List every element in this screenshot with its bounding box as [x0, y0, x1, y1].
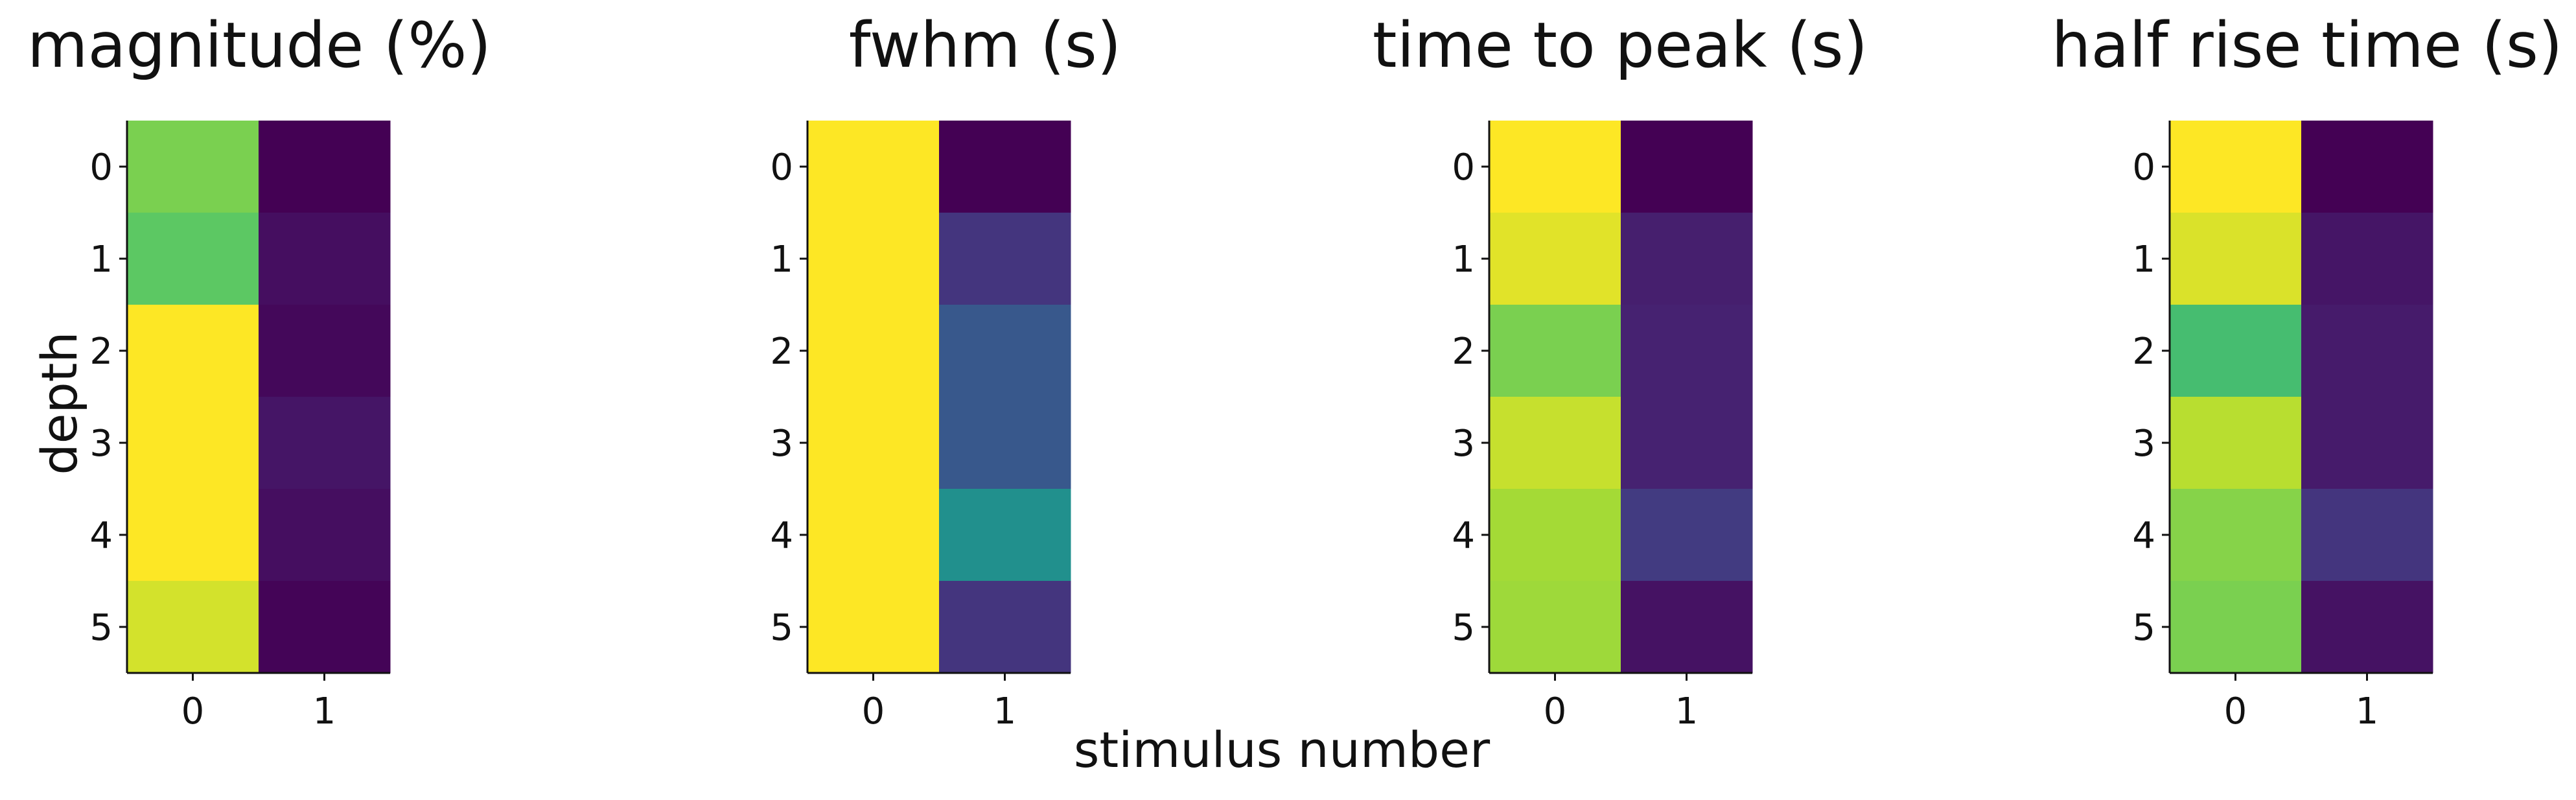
heatmap-cell: [1621, 305, 1753, 397]
heatmap-cell: [1621, 121, 1753, 213]
heatmap-cell: [2170, 489, 2302, 582]
heatmap-cell: [127, 397, 259, 489]
heatmap-cell: [807, 489, 940, 582]
y-tick-label: 2: [770, 331, 793, 373]
heatmap-cell: [1489, 213, 1621, 305]
y-tick-label: 4: [89, 515, 113, 557]
heatmap-cell: [2301, 121, 2433, 213]
y-axis-label: depth: [30, 331, 89, 475]
panel-title-magnitude: magnitude (%): [27, 9, 491, 82]
panel-title-time-to-peak: time to peak (s): [1372, 9, 1868, 82]
heatmap-cell: [1621, 213, 1753, 305]
y-tick-label: 0: [2132, 147, 2155, 189]
heatmap-cell: [127, 213, 259, 305]
x-tick-label: 0: [2224, 690, 2247, 733]
y-tick-label: 0: [1452, 147, 1475, 189]
heatmap-cell: [2170, 121, 2302, 213]
y-tick-label: 5: [2132, 607, 2155, 649]
heatmap-cell: [807, 213, 940, 305]
y-tick-label: 3: [2132, 423, 2155, 465]
y-tick-label: 5: [1452, 607, 1475, 649]
y-tick-label: 2: [2132, 331, 2155, 373]
x-axis-label: stimulus number: [1073, 721, 1491, 779]
heatmap-cell: [807, 305, 940, 397]
heatmap-cell: [127, 121, 259, 213]
heatmap-cell: [807, 581, 940, 674]
panel-title-half-rise-time: half rise time (s): [2051, 9, 2563, 82]
heatmap-cell: [1489, 121, 1621, 213]
heatmap-cell: [939, 489, 1071, 582]
heatmap-cell: [127, 489, 259, 582]
heatmap-cell: [259, 489, 391, 582]
heatmap-cell: [2301, 397, 2433, 489]
y-tick-label: 5: [770, 607, 793, 649]
x-tick-label: 0: [1544, 690, 1567, 733]
heatmap-cell: [1489, 305, 1621, 397]
x-tick-label: 1: [993, 690, 1017, 733]
heatmap-cell: [127, 305, 259, 397]
heatmap-cell: [259, 305, 391, 397]
panel-title-fwhm: fwhm (s): [848, 9, 1122, 82]
y-tick-label: 1: [2132, 239, 2155, 281]
heatmap-cell: [259, 121, 391, 213]
heatmap-cell: [2170, 397, 2302, 489]
heatmap-cell: [259, 397, 391, 489]
heatmap-cell: [939, 213, 1071, 305]
heatmap-cell: [2301, 305, 2433, 397]
heatmap-cell: [939, 397, 1071, 489]
heatmap-cell: [2170, 213, 2302, 305]
x-tick-label: 0: [181, 690, 205, 733]
y-tick-label: 4: [1452, 515, 1475, 557]
heatmap-cell: [939, 121, 1071, 213]
heatmap-cell: [259, 581, 391, 674]
heatmap-cell: [1489, 397, 1621, 489]
x-tick-label: 1: [2356, 690, 2379, 733]
y-tick-label: 1: [89, 239, 113, 281]
heatmap-panel-0: 0 1 2 3 4 5 0 1: [89, 121, 391, 733]
heatmap-cell: [1621, 489, 1753, 582]
heatmap-panel-1: 0 1 2 3 4 5 0 1: [770, 121, 1071, 733]
x-tick-label: 1: [313, 690, 336, 733]
heatmap-cell: [127, 581, 259, 674]
y-tick-label: 1: [770, 239, 793, 281]
y-tick-label: 4: [2132, 515, 2155, 557]
y-tick-label: 0: [770, 147, 793, 189]
y-tick-label: 2: [1452, 331, 1475, 373]
y-tick-label: 5: [89, 607, 113, 649]
x-tick-label: 0: [862, 690, 885, 733]
heatmap-cell: [939, 581, 1071, 674]
heatmap-cell: [1621, 581, 1753, 674]
heatmap-cell: [807, 121, 940, 213]
heatmap-cell: [2170, 581, 2302, 674]
y-tick-label: 3: [1452, 423, 1475, 465]
heatmap-panel-2: 0 1 2 3 4 5 0 1: [1452, 121, 1753, 733]
heatmap-cell: [2301, 213, 2433, 305]
heatmap-cell: [939, 305, 1071, 397]
y-tick-label: 4: [770, 515, 793, 557]
heatmap-cell: [1489, 489, 1621, 582]
heatmap-cell: [259, 213, 391, 305]
y-tick-label: 2: [89, 331, 113, 373]
heatmap-panel-3: 0 1 2 3 4 5 0 1: [2132, 121, 2433, 733]
heatmap-cell: [2301, 489, 2433, 582]
y-tick-label: 3: [770, 423, 793, 465]
y-tick-label: 1: [1452, 239, 1475, 281]
heatmap-cell: [2301, 581, 2433, 674]
y-tick-label: 3: [89, 423, 113, 465]
heatmap-cell: [807, 397, 940, 489]
heatmap-cell: [1489, 581, 1621, 674]
y-tick-label: 0: [89, 147, 113, 189]
heatmap-cell: [2170, 305, 2302, 397]
heatmap-cell: [1621, 397, 1753, 489]
x-tick-label: 1: [1675, 690, 1699, 733]
